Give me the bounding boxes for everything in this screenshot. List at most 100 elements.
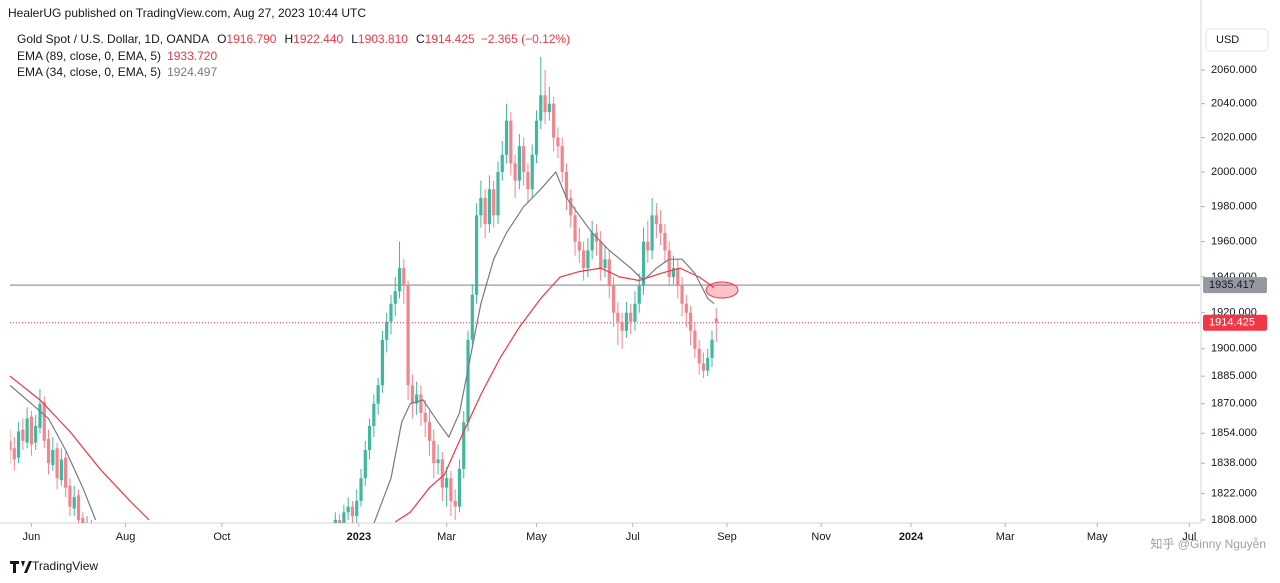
plot bbox=[10, 56, 1200, 555]
candle-body bbox=[346, 506, 350, 513]
y-tick-label: 1870.000 bbox=[1211, 398, 1257, 410]
candle-body bbox=[633, 303, 637, 322]
candle-body bbox=[500, 154, 504, 172]
candle-body bbox=[25, 418, 29, 443]
candle-body bbox=[21, 429, 25, 441]
ohlc-key: L bbox=[351, 32, 358, 46]
x-tick-label: Nov bbox=[811, 531, 831, 543]
candle-body bbox=[29, 416, 34, 445]
candle-body bbox=[342, 512, 346, 523]
candle-body bbox=[51, 450, 55, 466]
indicator-legend: EMA (34, close, 0, EMA, 5) 1924.497 bbox=[17, 65, 217, 79]
candle-body bbox=[483, 197, 487, 225]
candle-body bbox=[547, 103, 551, 113]
indicator-legend: EMA (89, close, 0, EMA, 5) 1933.720 bbox=[17, 49, 217, 63]
candle-body bbox=[12, 448, 16, 460]
level-label: 1935.417 bbox=[1209, 279, 1255, 291]
indicator-value: 1924.497 bbox=[167, 65, 217, 79]
level-badge bbox=[1203, 277, 1267, 294]
candle-body bbox=[706, 357, 710, 371]
ohlc-value: 1916.790 bbox=[226, 32, 276, 46]
candle-body bbox=[436, 459, 440, 464]
annotation-ellipse bbox=[705, 281, 739, 299]
candle-body bbox=[697, 348, 701, 364]
candle-body bbox=[620, 321, 624, 331]
candle-body bbox=[616, 312, 620, 322]
candle-body bbox=[543, 95, 547, 113]
symbol: Gold Spot / U.S. Dollar, 1D, OANDA bbox=[17, 32, 209, 46]
x-tick-label: Jul bbox=[626, 531, 640, 543]
footer: TradingView bbox=[32, 559, 98, 573]
candle-body bbox=[367, 425, 372, 451]
candle-body bbox=[55, 448, 59, 479]
y-tick-label: 1808.000 bbox=[1211, 514, 1257, 526]
candle-body bbox=[419, 394, 423, 413]
candle-body bbox=[363, 450, 367, 479]
candle-body bbox=[372, 403, 376, 426]
ohlc-key: C bbox=[416, 32, 425, 46]
candle-body bbox=[603, 259, 607, 269]
x-tick-label: Mar bbox=[437, 531, 456, 543]
x-tick-label: 2024 bbox=[899, 531, 924, 543]
candle-body bbox=[654, 215, 658, 225]
change: −2.365 (−0.12%) bbox=[481, 32, 570, 46]
y-tick-label: 1885.000 bbox=[1211, 370, 1257, 382]
y-tick-label: 1822.000 bbox=[1211, 487, 1257, 499]
candle-body bbox=[42, 401, 46, 441]
candle-body bbox=[479, 197, 483, 216]
logo bbox=[10, 561, 32, 573]
ohlc-key: H bbox=[284, 32, 293, 46]
candle-body bbox=[513, 163, 517, 181]
candle-body bbox=[676, 268, 680, 286]
candle-body bbox=[406, 285, 410, 386]
header: HealerUG published on TradingView.com, A… bbox=[8, 6, 366, 20]
candle-body bbox=[710, 339, 714, 358]
candle-body bbox=[359, 478, 363, 501]
candle-body bbox=[432, 440, 436, 464]
candle-body bbox=[94, 543, 97, 555]
candle-body bbox=[560, 146, 564, 172]
candle-body bbox=[577, 241, 581, 251]
x-tick-label: Mar bbox=[996, 531, 1015, 543]
candle-body bbox=[16, 431, 21, 458]
candle-body bbox=[530, 154, 534, 190]
y-tick-label: 2020.000 bbox=[1211, 132, 1257, 144]
candle-body bbox=[522, 146, 526, 172]
candle-body bbox=[590, 232, 594, 251]
currency: USD bbox=[1216, 34, 1239, 46]
x-tick-label: May bbox=[1087, 531, 1108, 543]
y-tick-label: 1980.000 bbox=[1211, 201, 1257, 213]
y-tick-label: 1900.000 bbox=[1211, 343, 1257, 355]
candle-body bbox=[380, 339, 385, 386]
candle-body bbox=[624, 312, 629, 331]
candle-body bbox=[68, 485, 72, 507]
candle-body bbox=[671, 268, 676, 277]
candle-body bbox=[667, 250, 671, 277]
currency-box[interactable] bbox=[1205, 28, 1269, 52]
x-tick-label: Aug bbox=[116, 531, 136, 543]
candle-body bbox=[415, 394, 419, 404]
candle-body bbox=[569, 197, 573, 216]
x-tick-label: Jul bbox=[1182, 531, 1196, 543]
candle-body bbox=[453, 500, 457, 507]
x-tick-label: Sep bbox=[717, 531, 737, 543]
candle-body bbox=[338, 519, 342, 523]
price-label: 1914.425 bbox=[1209, 317, 1255, 329]
y-tick-label: 1960.000 bbox=[1211, 236, 1257, 248]
x-tick-label: Oct bbox=[213, 531, 230, 543]
candle-body bbox=[573, 215, 577, 242]
candle-body bbox=[474, 215, 479, 295]
candle-body bbox=[539, 95, 543, 121]
candle-body bbox=[680, 285, 684, 304]
candle-body bbox=[462, 422, 466, 469]
candle-body bbox=[714, 318, 718, 323]
legend-main: Gold Spot / U.S. Dollar, 1D, OANDA O1916.… bbox=[17, 32, 570, 46]
indicator-name: EMA (89, close, 0, EMA, 5) bbox=[17, 49, 161, 63]
ohlc-key: O bbox=[217, 32, 226, 46]
indicator-name: EMA (34, close, 0, EMA, 5) bbox=[17, 65, 161, 79]
ema-line bbox=[10, 170, 715, 523]
candle-body bbox=[637, 285, 641, 304]
candle-body bbox=[449, 478, 453, 501]
candle-body bbox=[350, 506, 355, 517]
